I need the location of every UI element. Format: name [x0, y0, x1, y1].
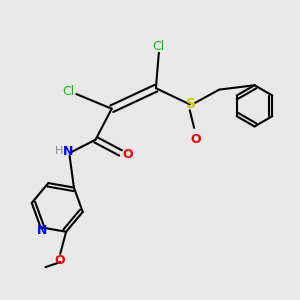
Text: Cl: Cl — [62, 85, 74, 98]
Text: Cl: Cl — [153, 40, 165, 53]
Text: O: O — [123, 148, 133, 161]
Text: N: N — [63, 145, 74, 158]
Text: S: S — [186, 98, 196, 111]
Text: O: O — [54, 254, 65, 267]
Text: H: H — [55, 146, 63, 157]
Text: O: O — [190, 133, 201, 146]
Text: N: N — [37, 224, 47, 237]
